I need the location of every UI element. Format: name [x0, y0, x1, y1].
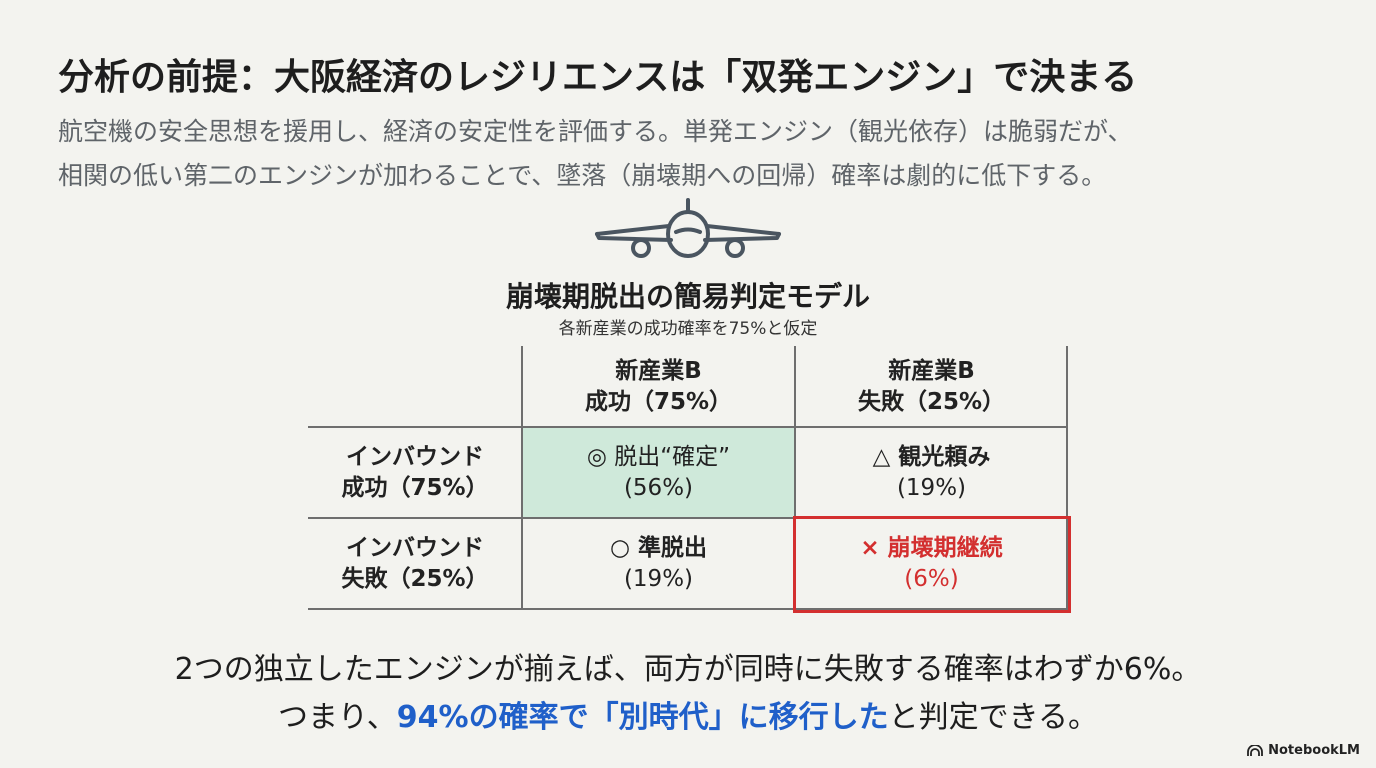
cell-label: △ 観光頼み: [872, 443, 991, 470]
grid-line: [308, 608, 1068, 610]
row-header-success: インバウンド 成功（75%）: [308, 427, 522, 518]
brand-badge: NotebookLM: [1247, 743, 1360, 758]
matrix-cell-semi-escape: ○ 準脱出 (19%): [522, 518, 795, 610]
row-header-line: 失敗（25%）: [341, 566, 489, 592]
column-header-success: 新産業B 成功（75%）: [522, 346, 795, 427]
cell-value: (56%): [623, 474, 694, 501]
cell-label: × 崩壊期継続: [860, 535, 1003, 561]
matrix-cell-escape-confirmed: ◎ 脱出“確定” (56%): [522, 427, 795, 518]
row-header-failure: インバウンド 失敗（25%）: [308, 518, 522, 610]
grid-line: [794, 346, 796, 610]
cell-value: (19%): [896, 474, 967, 501]
page-title: 分析の前提：大阪経済のレジリエンスは「双発エンジン」で決まる: [58, 57, 1138, 98]
matrix-cell-collapse-continues: × 崩壊期継続 (6%): [795, 518, 1068, 610]
row-header-line: 成功（75%）: [341, 474, 489, 501]
subtitle-line: 相関の低い第二のエンジンが加わることで、墜落（崩壊期への回帰）確率は劇的に低下す…: [58, 161, 1107, 190]
matrix-cell-tourism-dependent: △ 観光頼み (19%): [795, 427, 1068, 518]
probability-matrix: ◎ 脱出“確定” (56%) 新産業B 成功（75%） 新産業B 失敗（25%）…: [308, 346, 1071, 613]
conclusion-highlight: 94%の確率で「別時代」に移行した: [396, 700, 889, 735]
column-header-line: 成功（75%）: [584, 388, 733, 415]
brand-label: NotebookLM: [1268, 743, 1360, 758]
grid-line: [521, 346, 523, 610]
conclusion-text: つまり、: [277, 700, 397, 735]
model-title: 崩壊期脱出の簡易判定モデル: [505, 280, 870, 313]
conclusion-line: つまり、94%の確率で「別時代」に移行したと判定できる。: [0, 694, 1376, 742]
model-assumption-note: 各新産業の成功確率を75%と仮定: [558, 319, 818, 339]
cell-value: (6%): [904, 566, 959, 592]
page-subtitle: 航空機の安全思想を援用し、経済の安定性を評価する。単発エンジン（観光依存）は脆弱…: [58, 110, 1318, 198]
cell-label: ◎ 脱出“確定”: [586, 443, 731, 470]
conclusion-text: と判定できる。: [888, 700, 1099, 735]
conclusion: 2つの独立したエンジンが揃えば、両方が同時に失敗する確率はわずか6%。 つまり、…: [0, 646, 1376, 742]
grid-line: [308, 517, 1068, 519]
grid-line: [1066, 346, 1068, 610]
cell-label: ○ 準脱出: [609, 535, 708, 561]
subtitle-line: 航空機の安全思想を援用し、経済の安定性を評価する。単発エンジン（観光依存）は脆弱…: [58, 117, 1133, 146]
row-header-line: インバウンド: [346, 535, 484, 561]
danger-highlight-box: [793, 516, 1071, 613]
column-header-line: 新産業B: [615, 357, 702, 384]
grid-line: [308, 426, 1068, 428]
column-header-line: 新産業B: [888, 357, 975, 384]
cell-value: (19%): [623, 566, 694, 592]
column-header-line: 失敗（25%）: [857, 388, 1006, 415]
conclusion-line: 2つの独立したエンジンが揃えば、両方が同時に失敗する確率はわずか6%。: [174, 652, 1202, 687]
airplane-icon: [595, 198, 781, 258]
column-header-failure: 新産業B 失敗（25%）: [795, 346, 1068, 427]
row-header-line: インバウンド: [346, 443, 484, 470]
notebooklm-icon: [1247, 744, 1264, 756]
